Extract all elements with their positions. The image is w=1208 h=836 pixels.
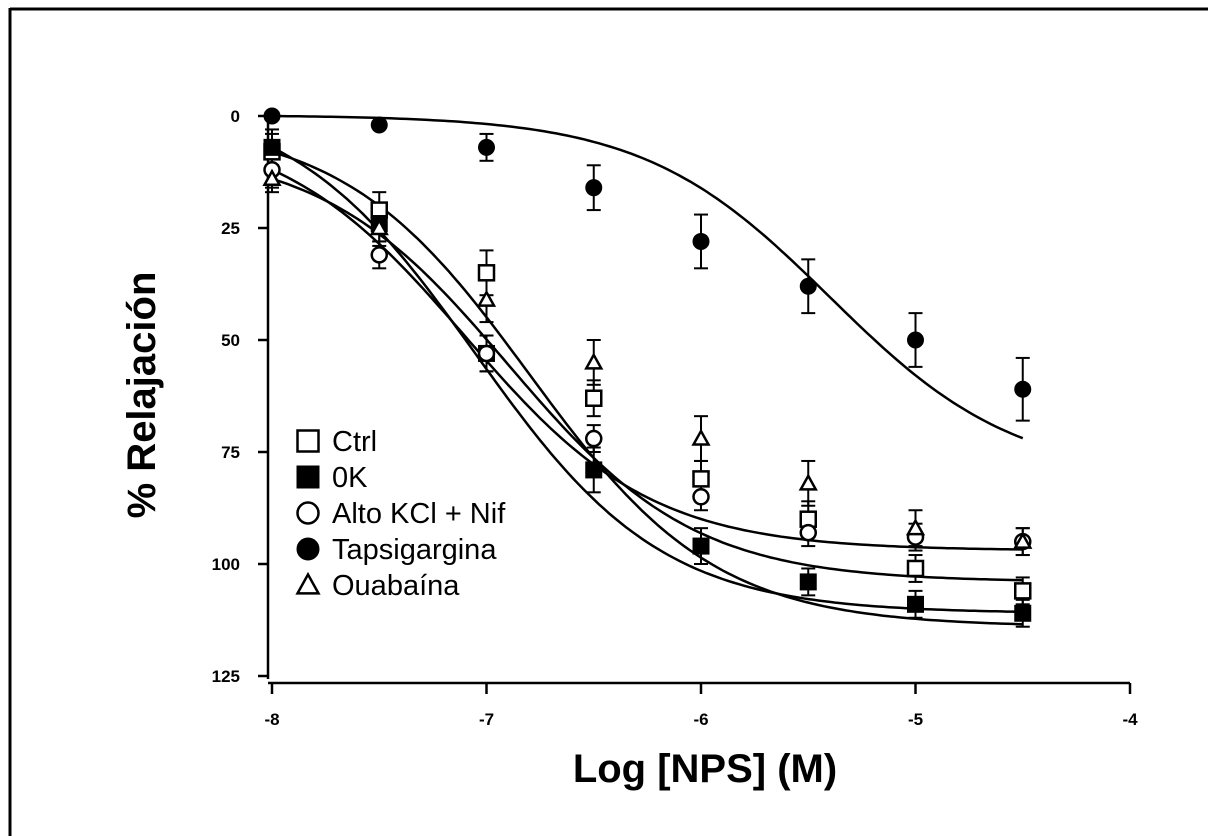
x-tick-label: -6 [693,710,708,729]
y-axis-title: % Relajación [120,272,164,519]
y-tick-label: 125 [212,667,240,686]
y-tick-label: 100 [212,555,240,574]
y-tick-label: 0 [231,107,240,126]
data-point-tapsigargina [263,107,281,125]
x-tick-label: -4 [1122,710,1138,729]
data-point-0k [799,573,817,591]
data-point-ouaba-na [262,168,282,186]
data-point-tapsigargina [370,116,388,134]
fit-curve-tapsigargina [271,114,1024,440]
data-point-tapsigargina [692,232,710,250]
legend-label-alto-kcl-nif: Alto KCl + Nif [332,498,506,530]
data-point-ctrl [585,389,603,407]
legend-label-0k: 0K [332,462,368,494]
legend-label-ouaba-na: Ouabaína [332,570,460,602]
legend-label-ctrl: Ctrl [332,426,377,458]
fit-curve-ouaba-na [271,177,1023,582]
data-point-ouaba-na [691,428,711,446]
y-tick-label: 50 [221,331,240,350]
x-ticks: -8 -7 -6 -5 -4 [264,683,1138,729]
y-ticks: 0 25 50 75 100 125 [212,107,268,686]
data-point-0k [907,595,924,613]
fit-curve-0k [271,146,1023,614]
fit-curve-ctrl [271,150,1023,626]
data-point-tapsigargina [907,331,924,349]
fit-curve-alto-kcl-nif [271,168,1023,551]
data-point-alto-kcl-nif [799,523,817,542]
x-tick-label: -7 [479,710,494,729]
data-point-tapsigargina [585,179,603,197]
data-point-ouaba-na [798,473,818,491]
x-tick-label: -8 [264,710,279,729]
data-point-0k [692,537,710,555]
data-point-alto-kcl-nif [370,246,388,264]
data-point-tapsigargina [1014,380,1032,398]
data-point-0k [585,461,603,479]
legend-marker-ctrl [296,429,320,453]
fitted-curves [271,114,1024,626]
data-point-ctrl [477,264,496,282]
data-point-ouaba-na [584,352,604,370]
data-point-0k [263,138,281,156]
legend-marker-alto-kcl-nif [296,501,320,525]
data-points [262,107,1033,622]
data-point-ctrl [692,470,710,488]
data-point-ctrl [906,559,925,578]
data-point-ouaba-na [476,289,497,307]
data-point-ouaba-na [1013,531,1033,549]
legend-marker-0k [296,465,320,489]
data-point-tapsigargina [799,277,817,295]
data-point-tapsigargina [478,138,495,156]
legend-marker-tapsigargina [296,537,320,561]
data-point-alto-kcl-nif [585,429,603,448]
data-point-alto-kcl-nif [692,488,710,506]
legend-label-tapsigargina: Tapsigargina [332,534,497,566]
data-point-ctrl [1014,582,1032,600]
data-point-ouaba-na [905,518,926,536]
data-point-alto-kcl-nif [477,344,496,363]
legend-marker-ouaba-na [295,571,321,595]
data-point-ouaba-na [369,217,389,236]
data-point-0k [1014,604,1032,622]
y-tick-label: 75 [221,443,240,462]
legend: Ctrl 0K Alto KCl + Nif Tapsigargina Ouabaína [295,426,506,602]
x-axis-title: Log [NPS] (M) [573,747,837,791]
x-tick-label: -5 [908,710,923,729]
y-tick-label: 25 [221,219,240,238]
